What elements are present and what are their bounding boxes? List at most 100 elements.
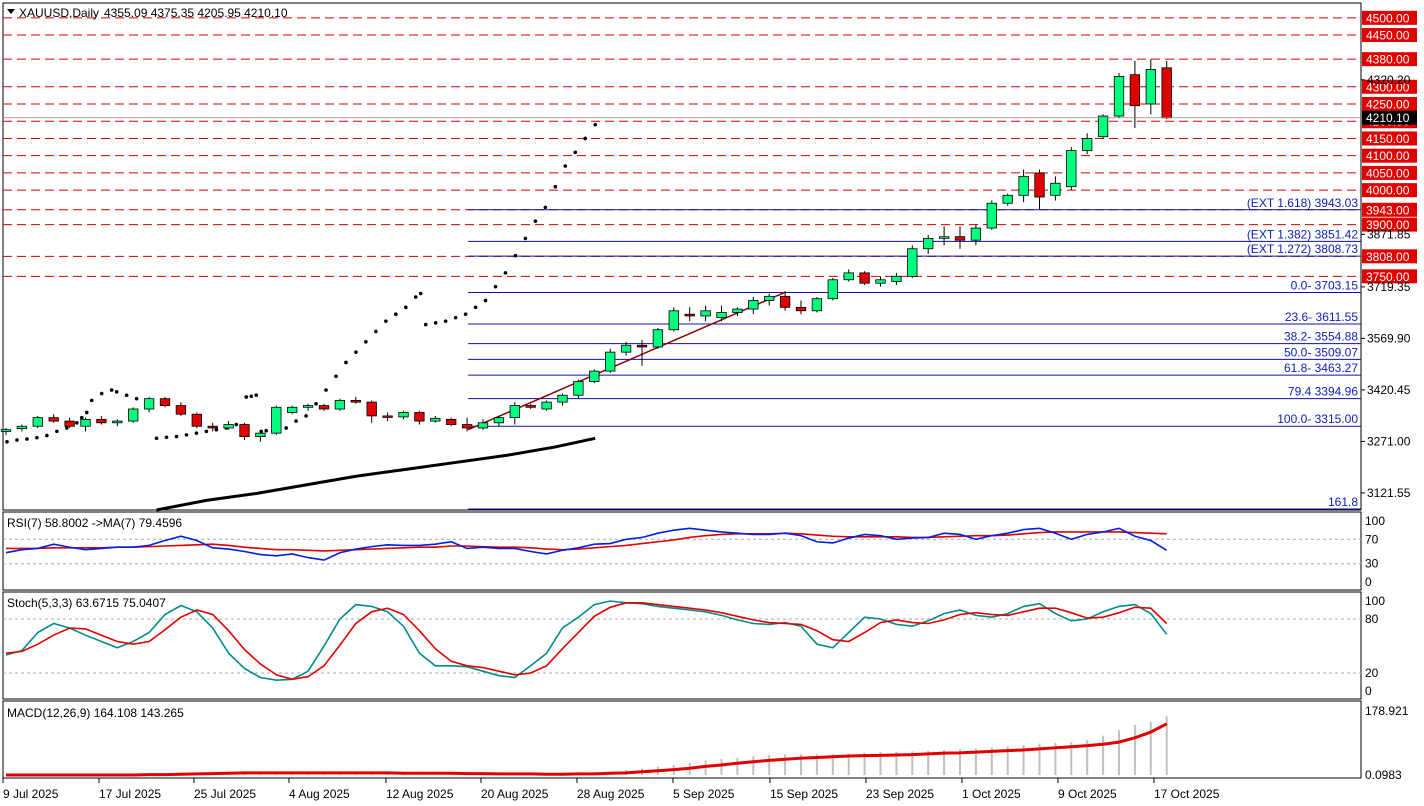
time-tick-label: 4 Aug 2025 bbox=[289, 787, 350, 801]
macd-signal-line bbox=[6, 722, 1168, 777]
level-price-box bbox=[1362, 52, 1417, 67]
current-price-label: 4210.10 bbox=[1366, 111, 1410, 125]
bullish-candle bbox=[287, 406, 298, 413]
macd-panel-frame bbox=[2, 700, 1362, 779]
sar-dot bbox=[134, 396, 139, 401]
sar-dot bbox=[533, 219, 538, 223]
sar-dot bbox=[543, 205, 548, 210]
level-price-box bbox=[1362, 131, 1417, 146]
bullish-candle bbox=[477, 422, 489, 429]
rsi-ma-line bbox=[6, 531, 1167, 552]
price-tick-label: 3420.45 bbox=[1367, 383, 1411, 397]
bullish-candle bbox=[589, 370, 600, 382]
trend-line bbox=[467, 291, 787, 431]
level-price-label: 3750.00 bbox=[1366, 270, 1410, 284]
bearish-candle bbox=[239, 424, 250, 437]
bullish-candle bbox=[509, 405, 520, 419]
sar-dot bbox=[65, 426, 69, 430]
bullish-candle bbox=[255, 432, 266, 437]
bearish-candle bbox=[636, 344, 648, 348]
time-tick-label: 23 Sep 2025 bbox=[866, 787, 934, 801]
fib-label: (EXT 1.272) 3808.73 bbox=[1247, 242, 1359, 256]
sar-dot bbox=[374, 329, 378, 334]
bullish-candle bbox=[0, 429, 12, 432]
level-price-label: 4380.00 bbox=[1366, 53, 1410, 67]
sar-dot bbox=[84, 410, 89, 415]
fib-label: 161.8 bbox=[1328, 495, 1358, 509]
trend-line-segment bbox=[467, 291, 787, 431]
bullish-candle bbox=[80, 418, 91, 427]
sar-dot bbox=[593, 122, 597, 127]
fib-label: 0.0- 3703.15 bbox=[1291, 278, 1359, 292]
time-tick-label: 17 Jul 2025 bbox=[99, 787, 161, 801]
bullish-candle bbox=[1050, 182, 1061, 196]
osc-level-label: 100 bbox=[1365, 514, 1385, 528]
bullish-candle bbox=[1082, 138, 1093, 151]
sar-dot bbox=[513, 253, 518, 258]
sar-dot bbox=[413, 295, 418, 299]
sar-dot bbox=[55, 429, 59, 434]
sar-dot bbox=[418, 291, 423, 296]
sar-dot bbox=[194, 431, 199, 435]
sar-dot bbox=[324, 388, 328, 392]
price-tick-label: 4320.20 bbox=[1367, 73, 1411, 87]
level-price-box bbox=[1362, 202, 1417, 217]
fib-label: (EXT 1.382) 3851.42 bbox=[1247, 227, 1359, 241]
sar-dot bbox=[244, 395, 249, 399]
bullish-candle bbox=[605, 351, 616, 372]
bearish-candle bbox=[191, 413, 202, 427]
level-price-box bbox=[1362, 249, 1417, 264]
price-tick-label: 3871.85 bbox=[1367, 227, 1411, 241]
sar-dot bbox=[344, 360, 348, 365]
level-price-label: 4000.00 bbox=[1366, 184, 1410, 198]
bullish-candle bbox=[143, 398, 155, 410]
sar-dot bbox=[249, 394, 254, 399]
sar-dot bbox=[473, 305, 478, 310]
sar-dot bbox=[294, 419, 298, 423]
bullish-candle bbox=[1097, 115, 1109, 138]
bullish-candle bbox=[112, 420, 123, 424]
sar-dot bbox=[433, 321, 438, 325]
time-axis: 9 Jul 2025 17 Jul 2025 25 Jul 2025 4 Aug 20… bbox=[2, 778, 1220, 801]
bullish-candle bbox=[891, 275, 902, 282]
bullish-candle bbox=[334, 399, 346, 410]
osc-level-label: 70 bbox=[1365, 532, 1379, 546]
bearish-candle bbox=[207, 425, 218, 429]
level-price-label: 4450.00 bbox=[1366, 29, 1410, 43]
sar-dot bbox=[443, 319, 448, 323]
bullish-candle bbox=[970, 227, 982, 241]
symbol-dropdown-icon[interactable] bbox=[7, 9, 15, 14]
fib-label: 61.8- 3463.27 bbox=[1284, 361, 1358, 375]
level-price-label: 3900.00 bbox=[1366, 218, 1410, 232]
sar-dot bbox=[174, 434, 179, 439]
sar-dot bbox=[284, 426, 288, 430]
bearish-candle bbox=[350, 399, 361, 403]
bearish-candle bbox=[954, 236, 966, 241]
sar-dot bbox=[5, 439, 9, 444]
time-tick-label: 20 Aug 2025 bbox=[481, 787, 549, 801]
bullish-candle bbox=[811, 298, 823, 312]
macd-indicator: 178.921 0.0983 bbox=[6, 704, 1409, 782]
candlesticks bbox=[0, 59, 1172, 442]
level-price-box bbox=[1362, 148, 1417, 163]
level-price-box bbox=[1362, 10, 1417, 25]
sar-dot bbox=[79, 415, 84, 420]
bullish-candle bbox=[986, 202, 997, 229]
bullish-candle bbox=[271, 406, 282, 434]
rsi-panel-frame bbox=[2, 511, 1362, 591]
bullish-candle bbox=[875, 279, 886, 284]
bullish-candle bbox=[668, 310, 679, 331]
sar-dot bbox=[184, 433, 189, 437]
sar-dot bbox=[483, 298, 488, 303]
bearish-candle bbox=[159, 398, 171, 406]
bearish-candle bbox=[382, 415, 393, 418]
level-price-label: 4300.00 bbox=[1366, 80, 1410, 94]
time-tick-label: 12 Aug 2025 bbox=[386, 787, 454, 801]
ma-series-line bbox=[156, 436, 596, 512]
bearish-candle bbox=[1129, 74, 1141, 107]
macd-level-label: 0.0983 bbox=[1365, 768, 1402, 782]
price-tick-label: 3719.35 bbox=[1367, 280, 1411, 294]
bullish-candle bbox=[1002, 194, 1013, 204]
bullish-candle bbox=[32, 417, 43, 427]
